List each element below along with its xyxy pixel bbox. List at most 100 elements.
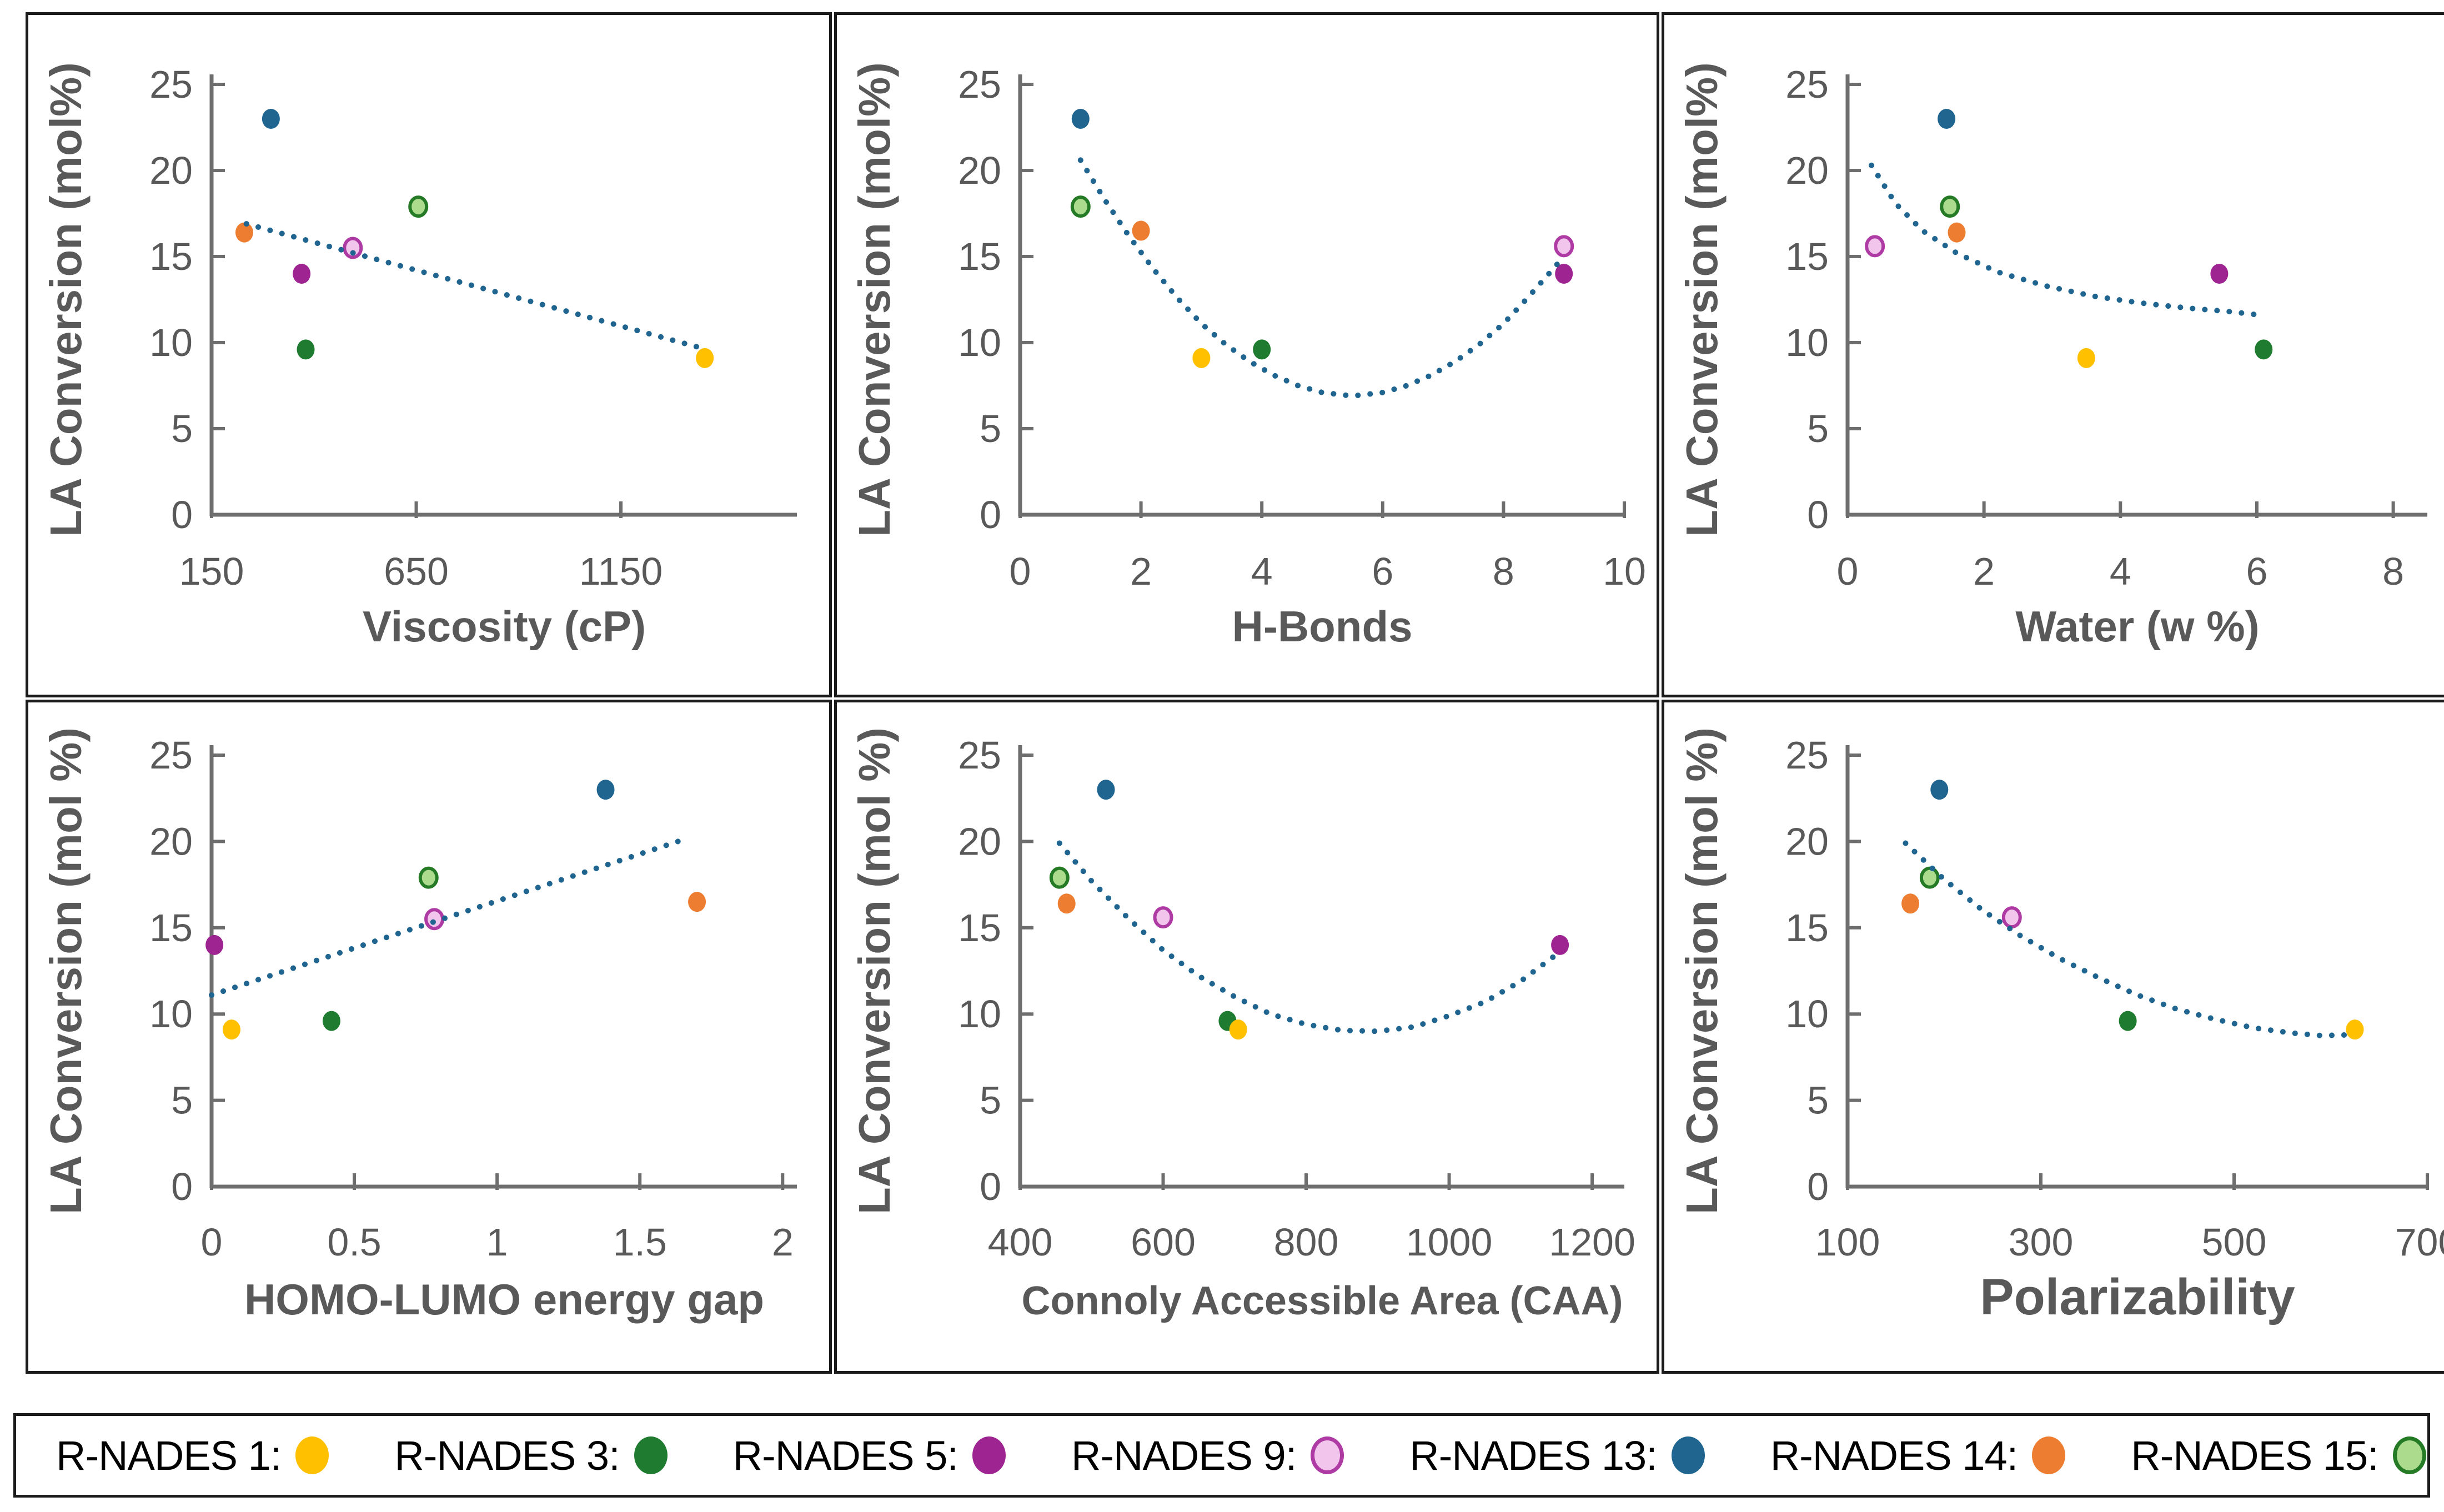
x-tick-label: 0: [1010, 550, 1031, 593]
chart-viscosity: 0 5 10 15 20 25 150 650 1150 Viscosity (cP) LA Con…: [41, 62, 797, 651]
data-point-r-nades-3: [2255, 339, 2273, 360]
data-point-r-nades-1: [222, 1019, 240, 1040]
data-point-r-nades-14: [1948, 222, 1966, 243]
legend-label-r-nades-13: R-NADES 13:: [1409, 1432, 1657, 1479]
data-point-r-nades-1: [2077, 348, 2095, 368]
data-point-r-nades-9: [1865, 235, 1885, 258]
trendline: [1869, 162, 2264, 318]
x-tick-label: 500: [2202, 1220, 2267, 1264]
data-point-r-nades-15: [418, 866, 439, 889]
panel-polarizability: 0 5 10 15 20 25 100 300 500 700 Polarizability LA C…: [1662, 700, 2444, 1374]
legend-marker-icon-r-nades-5: [972, 1436, 1006, 1474]
y-axis-title: LA Conversion (mol %): [850, 727, 899, 1214]
y-axis-title: LA Conversion (mol%): [1677, 62, 1727, 537]
y-tick-label: 25: [958, 734, 1001, 777]
panel-viscosity: 0 5 10 15 20 25 150 650 1150 Viscosity (cP) LA Con…: [26, 12, 832, 697]
x-tick-label: 4: [2110, 550, 2131, 593]
data-point-r-nades-14: [1132, 220, 1150, 241]
y-tick-label: 25: [149, 734, 193, 777]
x-tick-label: 1.5: [613, 1220, 667, 1264]
legend-marker-icon-r-nades-13: [1671, 1436, 1705, 1474]
data-point-r-nades-9: [1153, 906, 1173, 929]
x-axis-title: Water (w %): [2015, 602, 2259, 651]
data-point-r-nades-15: [1919, 866, 1940, 889]
y-tick-label: 0: [171, 1165, 193, 1208]
panel-water: 0 5 10 15 20 25 0 2 4 6 8 Water (w %) LA Conversion …: [1662, 12, 2444, 697]
y-tick-label: 5: [980, 1079, 1001, 1122]
legend-label-r-nades-5: R-NADES 5:: [732, 1432, 958, 1479]
trendline: [243, 221, 710, 353]
y-axis-title: LA Conversion (mol %): [1677, 727, 1727, 1214]
legend-marker-icon-r-nades-9: [1311, 1436, 1344, 1474]
y-tick-label: 0: [171, 493, 193, 536]
x-tick-label: 0.5: [327, 1220, 381, 1264]
panel-caa: 0 5 10 15 20 25 400 600 800 1000 1200 Connoly Acces…: [834, 700, 1659, 1374]
trendline: [1903, 840, 2358, 1038]
data-point-r-nades-3: [2119, 1011, 2137, 1031]
x-tick-label: 6: [2246, 550, 2267, 593]
x-tick-label: 1000: [1406, 1220, 1493, 1264]
data-point-r-nades-15: [1070, 195, 1091, 218]
data-point-r-nades-13: [1071, 109, 1090, 129]
chart-polarizability: 0 5 10 15 20 25 100 300 500 700 Polarizability LA C…: [1677, 727, 2444, 1325]
y-tick-label: 15: [958, 235, 1001, 278]
legend-marker-icon-r-nades-14: [2032, 1436, 2066, 1474]
legend-item-r-nades-3: R-NADES 3:: [394, 1432, 668, 1479]
legend-item-r-nades-13: R-NADES 13:: [1409, 1432, 1705, 1479]
y-tick-label: 10: [958, 992, 1001, 1036]
y-tick-label: 10: [1785, 992, 1829, 1036]
data-point-r-nades-13: [262, 109, 280, 129]
y-tick-label: 5: [980, 407, 1001, 450]
y-tick-label: 20: [958, 149, 1001, 192]
y-tick-label: 0: [980, 493, 1001, 536]
data-point-r-nades-9: [424, 908, 445, 931]
data-point-r-nades-5: [2210, 264, 2229, 284]
panel-homo-lumo: 0 5 10 15 20 25 0 0.5 1 1.5 2 HOMO-LUMO energy gap L…: [26, 700, 832, 1374]
legend-item-r-nades-15: R-NADES 15:: [2131, 1432, 2426, 1479]
data-point-r-nades-13: [1930, 780, 1949, 800]
x-tick-label: 700: [2395, 1220, 2444, 1264]
data-point-r-nades-15: [1049, 866, 1070, 889]
y-tick-label: 25: [958, 63, 1001, 106]
x-tick-label: 300: [2009, 1220, 2074, 1264]
x-tick-label: 10: [1603, 550, 1646, 593]
legend-label-r-nades-1: R-NADES 1:: [56, 1432, 282, 1479]
legend-marker-icon-r-nades-15: [2392, 1436, 2426, 1474]
data-point-r-nades-5: [1551, 935, 1569, 955]
y-axis-title: LA Conversion (mol%): [41, 62, 91, 537]
x-axis-title: Viscosity (cP): [363, 602, 646, 651]
data-point-r-nades-9: [2001, 906, 2022, 929]
data-point-r-nades-13: [1097, 780, 1115, 800]
y-tick-label: 25: [1785, 63, 1829, 106]
data-point-r-nades-5: [293, 264, 311, 284]
legend-item-r-nades-14: R-NADES 14:: [1770, 1432, 2066, 1479]
x-tick-label: 400: [988, 1220, 1053, 1264]
y-tick-label: 0: [1807, 493, 1829, 536]
chart-water: 0 5 10 15 20 25 0 2 4 6 8 Water (w %) LA Conversion …: [1677, 62, 2427, 651]
y-tick-label: 25: [149, 63, 193, 106]
legend-marker-icon-r-nades-3: [634, 1436, 668, 1474]
y-tick-label: 20: [149, 149, 193, 192]
x-axis-title: H-Bonds: [1232, 602, 1413, 651]
y-axis-title: LA Conversion (mol %): [41, 727, 91, 1214]
x-tick-label: 8: [2382, 550, 2404, 593]
data-point-r-nades-14: [1057, 893, 1076, 914]
x-tick-label: 8: [1493, 550, 1514, 593]
x-tick-label: 1150: [579, 550, 663, 593]
trendline: [209, 835, 691, 998]
x-tick-label: 2: [772, 1220, 794, 1264]
data-point-r-nades-15: [1940, 195, 1960, 218]
trendline: [1077, 157, 1567, 399]
legend-label-r-nades-14: R-NADES 14:: [1770, 1432, 2018, 1479]
y-tick-label: 5: [1807, 1079, 1829, 1122]
legend-label-r-nades-15: R-NADES 15:: [2131, 1432, 2378, 1479]
y-tick-label: 10: [1785, 321, 1829, 364]
y-tick-label: 5: [171, 1079, 193, 1122]
x-tick-label: 1: [486, 1220, 508, 1264]
y-tick-label: 10: [149, 992, 193, 1036]
data-point-r-nades-1: [1229, 1019, 1247, 1040]
legend-item-r-nades-9: R-NADES 9:: [1071, 1432, 1344, 1479]
x-tick-label: 4: [1251, 550, 1273, 593]
